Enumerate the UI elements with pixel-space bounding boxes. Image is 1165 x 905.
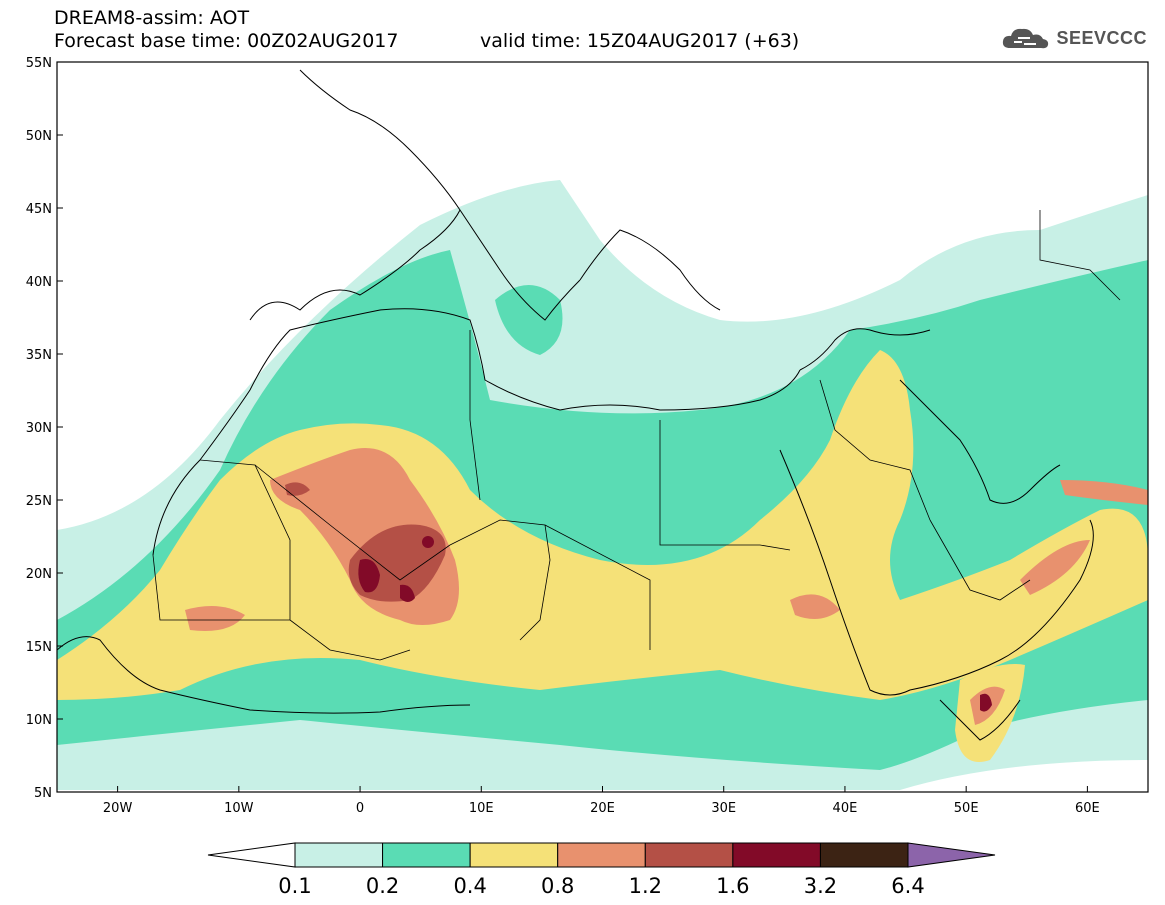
colorbar-label: 3.2	[803, 874, 838, 898]
coastlines	[57, 69, 1094, 741]
lon-tick-label: 50E	[954, 801, 979, 816]
colorbar-box	[294, 842, 384, 868]
colorbar-label: 0.2	[365, 874, 400, 898]
lat-tick-label: 45N	[26, 202, 52, 217]
cloud-icon	[1003, 28, 1049, 49]
country-borders	[152, 210, 1121, 661]
lat-tick-label: 35N	[26, 348, 52, 363]
colorbar-label: 0.1	[278, 874, 312, 898]
lat-tick-label: 15N	[26, 640, 52, 655]
colorbar-box	[557, 842, 646, 868]
lat-tick-label: 50N	[26, 129, 52, 144]
colorbar-box	[644, 842, 734, 868]
colorbar-box	[469, 842, 559, 868]
colorbar-box	[382, 842, 471, 868]
lon-tick-label: 30E	[711, 801, 736, 816]
seevccc-logo: SEEVCCC	[1000, 24, 1147, 52]
colorbar-label: 6.4	[891, 874, 925, 898]
lat-tick-label: 55N	[26, 56, 52, 71]
lat-tick-label: 20N	[26, 567, 52, 582]
colorbar-label: 1.6	[716, 874, 750, 898]
lon-tick-label: 10W	[224, 801, 254, 816]
logo-text: SEEVCCC	[1056, 27, 1147, 48]
lon-tick-label: 0	[356, 801, 364, 816]
colorbar	[207, 842, 996, 868]
lat-tick-label: 5N	[34, 786, 52, 801]
lon-tick-label: 10E	[469, 801, 494, 816]
colorbar-label: 1.2	[628, 874, 662, 898]
aot-field	[57, 62, 1148, 792]
forecast-base-time: Forecast base time: 00Z02AUG2017	[54, 30, 399, 52]
lat-tick-label: 40N	[26, 275, 52, 290]
latitude-axis: 55N 50N 45N 40N 35N 30N 25N 20N 15N 10N 5N	[26, 56, 63, 801]
aot-contour-1.6	[358, 559, 380, 593]
valid-time: valid time: 15Z04AUG2017 (+63)	[480, 30, 800, 52]
lon-tick-label: 20E	[590, 801, 615, 816]
colorbar-label: 0.4	[453, 874, 487, 898]
colorbar-box	[732, 842, 821, 868]
lat-tick-label: 30N	[26, 421, 52, 436]
colorbar-label: 0.8	[541, 874, 575, 898]
aot-contour-0.4	[57, 350, 1148, 700]
lon-tick-label: 40E	[833, 801, 858, 816]
longitude-axis: 20W 10W 0 10E 20E 30E 40E 50E 60E	[103, 786, 1100, 816]
colorbar-upper-triangle	[907, 842, 996, 868]
colorbar-lower-triangle	[207, 842, 296, 868]
colorbar-box	[819, 842, 909, 868]
map-title: DREAM8-assim: AOT	[54, 7, 250, 29]
lon-tick-label: 20W	[103, 801, 133, 816]
lat-tick-label: 25N	[26, 494, 52, 509]
lat-tick-label: 10N	[26, 713, 52, 728]
lon-tick-label: 60E	[1075, 801, 1100, 816]
